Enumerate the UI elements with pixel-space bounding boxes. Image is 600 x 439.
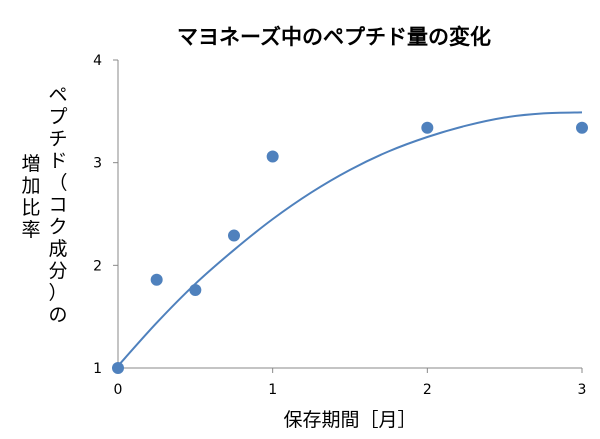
y-tick-label: 4 <box>93 53 102 69</box>
x-tick-label: 3 <box>578 382 587 398</box>
x-tick-label: 1 <box>268 382 277 398</box>
x-tick-label: 0 <box>114 382 123 398</box>
y-axis-title: ペプチド（コク成分）の 増加比率 <box>21 84 67 326</box>
x-axis-title: 保存期間［月］ <box>283 409 416 431</box>
data-point <box>576 121 588 134</box>
trendline <box>117 111 583 367</box>
y-tick-label: 3 <box>93 156 102 172</box>
trendline-group <box>117 111 583 367</box>
data-point <box>266 150 279 163</box>
x-tick-label: 2 <box>423 382 432 398</box>
data-point <box>150 273 163 286</box>
data-points <box>112 121 588 374</box>
y-axis-title-line2: 増加比率 <box>21 153 40 241</box>
y-axis-title-line1: ペプチド（コク成分）の <box>48 84 67 326</box>
y-tick-label: 1 <box>93 361 102 377</box>
data-point <box>228 229 240 242</box>
data-point <box>112 362 124 374</box>
data-point <box>189 283 202 296</box>
y-tick-label: 2 <box>93 258 102 274</box>
data-point <box>421 121 434 134</box>
chart-title: マヨネーズ中のペプチド量の変化 <box>177 25 491 49</box>
